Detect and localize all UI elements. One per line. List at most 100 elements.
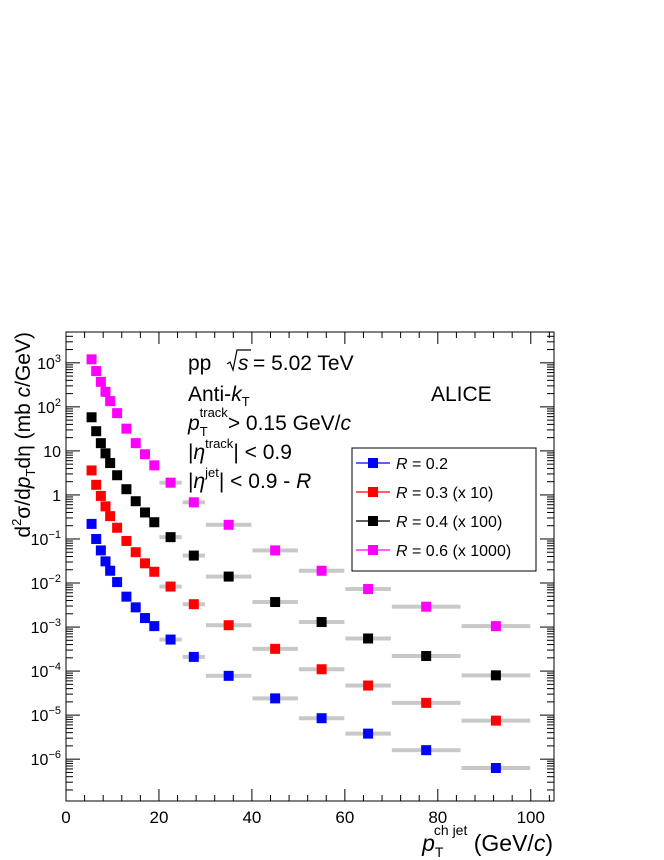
y-tick-label: 10−1 bbox=[31, 529, 61, 549]
data-point bbox=[91, 533, 102, 544]
data-point bbox=[149, 517, 160, 528]
data-point bbox=[188, 550, 199, 561]
legend-marker bbox=[368, 516, 378, 526]
data-point bbox=[421, 745, 432, 756]
legend-marker bbox=[368, 487, 378, 497]
data-point bbox=[91, 479, 102, 490]
svg-text:s: s bbox=[238, 352, 249, 375]
data-point bbox=[95, 438, 106, 449]
legend-label: R = 0.6 (x 1000) bbox=[396, 543, 511, 560]
data-point bbox=[188, 599, 199, 610]
data-point bbox=[223, 571, 234, 582]
annotation-system: pp bbox=[188, 352, 211, 375]
data-point bbox=[363, 728, 374, 739]
y-tick-label: 10−2 bbox=[31, 573, 61, 593]
sqrt-s-symbol: s bbox=[226, 349, 251, 375]
data-point bbox=[223, 519, 234, 530]
legend-marker bbox=[368, 545, 378, 555]
data-point bbox=[140, 558, 151, 569]
y-tick-label: 10−4 bbox=[31, 661, 61, 681]
data-point bbox=[130, 496, 141, 507]
data-point bbox=[100, 501, 111, 512]
legend-marker bbox=[368, 458, 378, 468]
x-tick-label: 60 bbox=[335, 808, 354, 827]
data-point bbox=[165, 532, 176, 543]
data-point bbox=[316, 664, 327, 675]
data-point bbox=[105, 458, 116, 469]
legend-label: R = 0.3 (x 10) bbox=[396, 485, 493, 502]
data-point bbox=[86, 412, 97, 423]
legend-box bbox=[351, 447, 537, 572]
x-axis-title: pTch jet (GeV/c) bbox=[421, 822, 553, 860]
data-point bbox=[140, 449, 151, 460]
data-point bbox=[490, 621, 501, 632]
legend-entries: R = 0.2 R = 0.3 (x 10) R = 0.4 (x 100) R = … bbox=[356, 456, 511, 560]
x-tick-label: 0 bbox=[61, 808, 70, 827]
data-point bbox=[223, 620, 234, 631]
x-tick-label: 100 bbox=[517, 808, 545, 827]
data-point bbox=[100, 386, 111, 397]
y-tick-label: 10−3 bbox=[31, 617, 61, 637]
y-axis-title: d2σ/dpTdη (mb c/GeV) bbox=[9, 332, 38, 538]
data-point bbox=[130, 547, 141, 558]
data-point bbox=[105, 511, 116, 522]
data-point bbox=[112, 408, 123, 419]
data-point bbox=[140, 613, 151, 624]
data-point bbox=[86, 518, 97, 529]
y-tick-label: 10−5 bbox=[31, 705, 61, 725]
data-point bbox=[421, 651, 432, 662]
x-tick-labels: 0 20 40 60 80 100 bbox=[61, 808, 545, 827]
x-tick-label: 20 bbox=[149, 808, 168, 827]
data-point bbox=[86, 354, 97, 365]
x-tick-label: 80 bbox=[428, 808, 447, 827]
data-point bbox=[490, 670, 501, 681]
data-point bbox=[363, 633, 374, 644]
data-point bbox=[165, 477, 176, 488]
data-points-group bbox=[86, 354, 501, 774]
data-point bbox=[121, 591, 132, 602]
data-point bbox=[95, 376, 106, 387]
y-tick-label: 102 bbox=[37, 397, 61, 417]
legend-label: R = 0.2 bbox=[396, 456, 448, 473]
data-point bbox=[121, 484, 132, 495]
data-point bbox=[121, 423, 132, 434]
data-point bbox=[188, 497, 199, 508]
annotation-eta-track: |ηtrack| < 0.9 bbox=[188, 436, 292, 464]
data-point bbox=[130, 438, 141, 449]
data-point bbox=[95, 545, 106, 556]
experiment-label: ALICE bbox=[431, 383, 492, 406]
data-point bbox=[149, 621, 160, 632]
data-point bbox=[421, 697, 432, 708]
data-point bbox=[490, 715, 501, 726]
data-point bbox=[95, 490, 106, 501]
data-point bbox=[112, 522, 123, 533]
data-point bbox=[316, 617, 327, 628]
annotation-energy: = 5.02 TeV bbox=[253, 352, 354, 375]
data-point bbox=[105, 396, 116, 407]
data-point bbox=[490, 763, 501, 774]
data-point bbox=[112, 470, 123, 481]
annotation-block: pp s = 5.02 TeV Anti-kT pTtrack> 0.15 Ge… bbox=[187, 349, 492, 493]
legend-label: R = 0.4 (x 100) bbox=[396, 514, 502, 531]
data-point bbox=[91, 426, 102, 437]
plot-frame bbox=[65, 331, 555, 802]
data-point bbox=[130, 602, 141, 613]
data-point bbox=[112, 577, 123, 588]
data-point bbox=[149, 460, 160, 471]
data-point bbox=[86, 465, 97, 476]
data-point bbox=[91, 366, 102, 377]
y-tick-label: 10 bbox=[43, 444, 61, 461]
data-point bbox=[316, 713, 327, 724]
data-point bbox=[165, 634, 176, 645]
data-point bbox=[270, 643, 281, 654]
data-point bbox=[140, 507, 151, 518]
y-tick-label: 103 bbox=[37, 353, 61, 373]
annotation-track-cut: pTtrack> 0.15 GeV/c bbox=[187, 405, 351, 439]
data-point bbox=[363, 680, 374, 691]
data-point bbox=[165, 581, 176, 592]
data-point bbox=[270, 693, 281, 704]
data-point bbox=[316, 565, 327, 576]
annotation-algorithm: Anti-kT bbox=[188, 383, 250, 409]
